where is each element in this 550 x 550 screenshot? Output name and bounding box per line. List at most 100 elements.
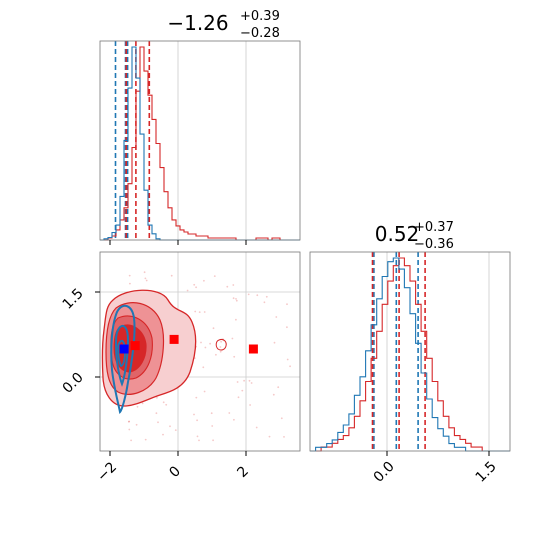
scatter-point — [235, 298, 237, 300]
contour-a-islet — [215, 339, 227, 351]
scatter-point — [211, 425, 214, 427]
scatter-point — [141, 402, 144, 405]
joint-ytick-label-0: 0.0 — [60, 370, 87, 397]
scatter-point — [194, 310, 197, 313]
scatter-point — [129, 282, 131, 285]
scatter-point — [174, 429, 177, 431]
scatter-point — [220, 340, 223, 343]
scatter-point — [272, 393, 275, 396]
scatter-point — [280, 417, 283, 420]
scatter-point — [209, 342, 212, 345]
scatter-point — [286, 358, 289, 361]
scatter-point — [143, 271, 146, 274]
hist-y-title-plus: +0.37 — [414, 220, 454, 235]
scatter-point — [198, 311, 201, 313]
scatter-point — [273, 341, 276, 344]
scatter-point — [231, 337, 234, 340]
scatter-point — [233, 418, 235, 421]
scatter-point — [195, 286, 198, 289]
scatter-point — [170, 274, 173, 277]
scatter-point — [135, 423, 138, 426]
scatter-point — [193, 413, 195, 416]
scatter-point — [157, 421, 159, 424]
scatter-point — [130, 439, 133, 442]
joint-markers — [119, 334, 258, 354]
marker-2 — [248, 344, 258, 354]
scatter-point — [243, 379, 246, 382]
marker-3 — [119, 344, 129, 354]
scatter-point — [195, 396, 198, 399]
scatter-point — [215, 353, 217, 356]
scatter-point — [289, 365, 291, 368]
hist-y-ticks — [386, 451, 490, 456]
scatter-point — [203, 279, 205, 282]
hist-y-title: 0.52 — [375, 222, 420, 246]
scatter-point — [128, 420, 131, 423]
contour-b-outer — [110, 304, 136, 415]
scatter-point — [241, 389, 244, 392]
hist-y-series-a — [310, 257, 510, 452]
scatter-point — [256, 294, 259, 297]
scatter-point — [235, 299, 238, 302]
hist-y-title-value: 0.52 — [375, 222, 420, 246]
scatter-point — [200, 341, 202, 344]
scatter-point — [249, 404, 252, 406]
scatter-point — [156, 396, 158, 399]
scatter-point — [128, 428, 131, 431]
scatter-point — [236, 381, 239, 383]
scatter-point — [145, 279, 148, 282]
hist-x-ticks — [109, 240, 247, 245]
scatter-point — [136, 405, 139, 408]
panel-hist-y: 0.0 1.5 0.52 +0.37 −0.36 — [309, 220, 511, 486]
scatter-point — [155, 412, 158, 415]
contour-b-mid — [114, 324, 130, 387]
scatter-point — [210, 412, 213, 415]
scatter-point — [237, 396, 240, 399]
scatter-point — [226, 285, 229, 288]
scatter-point — [198, 439, 200, 442]
scatter-point — [213, 275, 216, 277]
scatter-point — [212, 439, 215, 442]
joint-ticks — [95, 291, 247, 456]
scatter-point — [247, 293, 250, 296]
marker-1 — [169, 334, 179, 344]
scatter-point — [219, 346, 222, 348]
scatter-point — [275, 316, 278, 318]
hist-x-frame — [99, 40, 301, 241]
scatter-point — [193, 283, 196, 286]
scatter-point — [203, 390, 206, 393]
scatter-point — [235, 318, 237, 321]
hist-x-series-b — [100, 46, 300, 241]
scatter-point — [186, 289, 189, 292]
scatter-point — [196, 435, 199, 438]
joint-ytick-label-1: 1.5 — [60, 286, 87, 313]
scatter-point — [212, 327, 215, 330]
scatter-point — [228, 412, 231, 414]
hist-y-xtick-label-1: 1.5 — [473, 459, 500, 486]
joint-xtick-label-1: 0 — [166, 463, 184, 481]
marker-0 — [130, 341, 140, 351]
hist-x-series-a — [100, 46, 300, 241]
scatter-point — [169, 425, 171, 428]
scatter-point — [203, 311, 206, 313]
panel-hist-x: −1.26 +0.39 −0.28 — [99, 9, 301, 245]
scatter-point — [263, 301, 266, 304]
scatter-point — [286, 326, 288, 329]
scatter-point — [162, 433, 164, 436]
scatter-point — [277, 386, 280, 389]
scatter-point — [204, 346, 207, 349]
hist-y-title-minus: −0.36 — [414, 237, 454, 252]
scatter-point — [232, 297, 235, 300]
joint-xtick-label-2: 2 — [234, 463, 252, 481]
scatter-point — [233, 355, 236, 358]
scatter-point — [162, 401, 165, 404]
panel-joint: −2 0 2 0.0 1.5 — [60, 251, 301, 485]
hist-y-quantile-lines — [371, 252, 426, 451]
scatter-point — [219, 350, 222, 353]
scatter-point — [283, 436, 285, 438]
hist-x-title: −1.26 — [167, 11, 228, 35]
scatter-point — [286, 303, 288, 306]
scatter-point — [255, 426, 258, 429]
scatter-point — [232, 284, 235, 286]
scatter-point — [165, 403, 168, 406]
